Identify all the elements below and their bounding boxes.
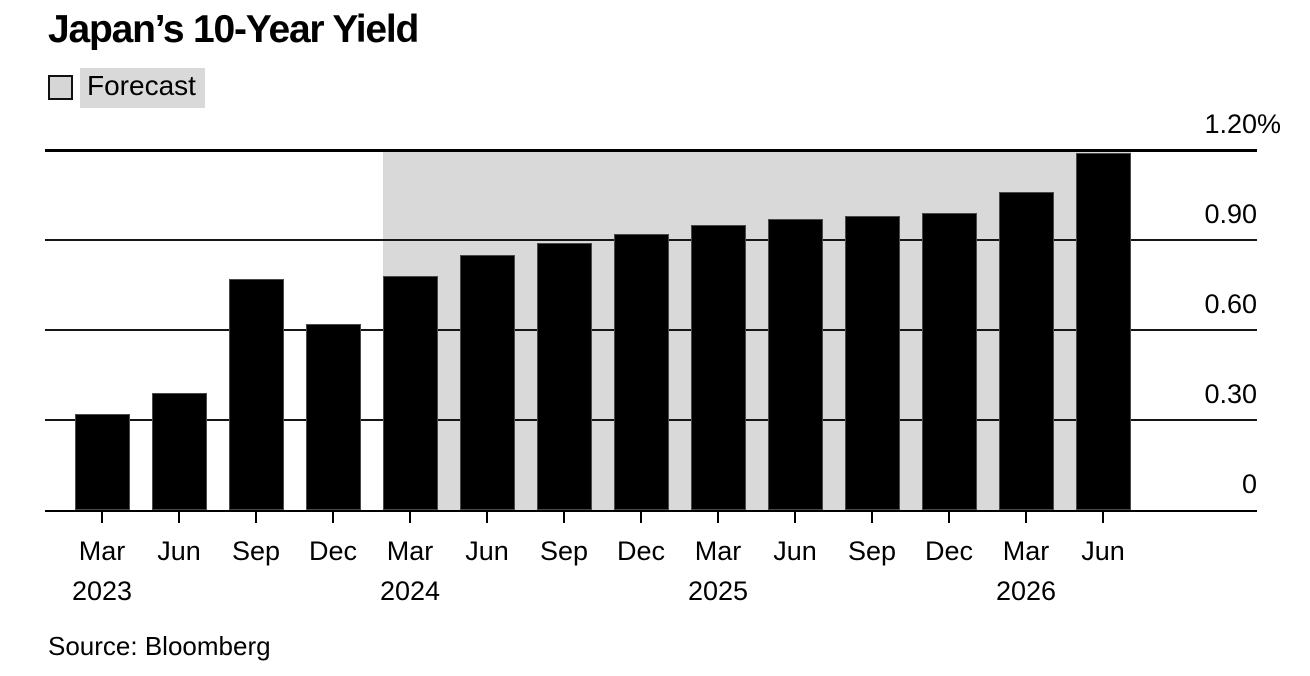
bar-mar-2023: [74, 414, 130, 510]
x-axis-tick: [948, 510, 950, 523]
x-axis-month-label: Mar: [1002, 536, 1050, 566]
x-axis-tick: [794, 510, 796, 523]
chart-title: Japan’s 10-Year Yield: [48, 8, 419, 51]
bar-dec-2024: [613, 234, 669, 510]
x-axis-month-label: Dec: [616, 536, 665, 566]
x-axis-tick: [563, 510, 565, 523]
x-axis-year-label: 2023: [71, 576, 133, 606]
x-axis-tick: [178, 510, 180, 523]
bar-mar-2024: [382, 276, 438, 510]
bar-jun-2026: [1075, 153, 1131, 510]
x-axis-month-label: Mar: [78, 536, 126, 566]
x-axis-tick: [486, 510, 488, 523]
x-axis-tick: [1102, 510, 1104, 523]
x-axis-month-label: Jun: [1081, 536, 1125, 566]
x-axis-month-label: Sep: [539, 536, 589, 566]
bar-mar-2025: [690, 225, 746, 510]
x-axis-year-label: 2025: [687, 576, 749, 606]
bar-jun-2025: [767, 219, 823, 510]
x-axis-tick: [1025, 510, 1027, 523]
x-axis-tick: [101, 510, 103, 523]
x-axis-year-label: 2024: [379, 576, 441, 606]
x-axis-baseline: [45, 510, 1257, 512]
x-axis-year-label: 2026: [995, 576, 1057, 606]
bar-sep-2025: [844, 216, 900, 510]
bar-jun-2023: [151, 393, 207, 510]
x-axis-month-label: Dec: [308, 536, 357, 566]
forecast-swatch-icon: [48, 75, 73, 101]
bar-dec-2023: [305, 324, 361, 510]
x-axis-month-label: Jun: [465, 536, 509, 566]
x-axis-tick: [640, 510, 642, 523]
y-axis-label: 0: [1241, 469, 1257, 499]
x-axis-tick: [409, 510, 411, 523]
bar-sep-2024: [536, 243, 592, 510]
x-axis-tick: [255, 510, 257, 523]
source-note: Source: Bloomberg: [48, 631, 271, 661]
x-axis-tick: [332, 510, 334, 523]
x-axis-tick: [871, 510, 873, 523]
x-axis-month-label: Mar: [386, 536, 434, 566]
y-axis-label: 0.30: [1204, 379, 1257, 409]
y-axis-label: 1.20%: [1204, 109, 1281, 139]
bar-dec-2025: [921, 213, 977, 510]
x-axis-month-label: Jun: [157, 536, 201, 566]
legend-label: Forecast: [80, 68, 205, 108]
x-axis-month-label: Sep: [231, 536, 281, 566]
x-axis-month-label: Mar: [694, 536, 742, 566]
y-axis-label: 0.90: [1204, 199, 1257, 229]
bar-sep-2023: [228, 279, 284, 510]
x-axis-month-label: Jun: [773, 536, 817, 566]
bar-mar-2026: [998, 192, 1054, 510]
x-axis-month-label: Dec: [924, 536, 973, 566]
gridline-1.20%: [45, 149, 1257, 152]
bar-jun-2024: [459, 255, 515, 510]
y-axis-label: 0.60: [1204, 289, 1257, 319]
legend: Forecast: [48, 68, 205, 108]
x-axis-month-label: Sep: [847, 536, 897, 566]
x-axis-tick: [717, 510, 719, 523]
